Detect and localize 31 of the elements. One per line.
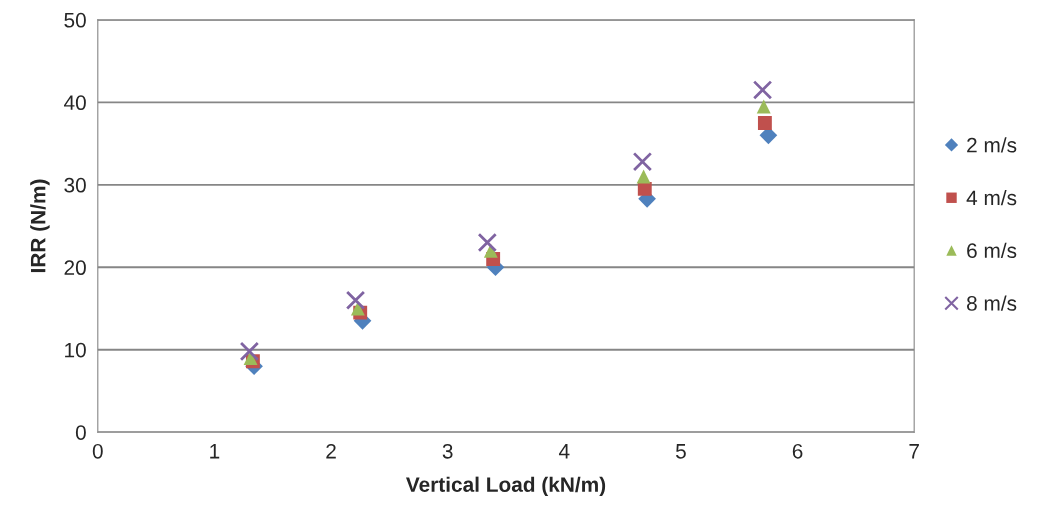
- x-tick-label: 0: [92, 443, 103, 459]
- point: [350, 301, 365, 316]
- y-tick-label: 40: [63, 95, 86, 111]
- point: [243, 351, 258, 365]
- point: [632, 151, 653, 172]
- point: [636, 169, 651, 184]
- x-tick-label: 7: [909, 444, 919, 459]
- y-tick-label: 0: [75, 425, 86, 440]
- x-tick-label: 5: [675, 444, 686, 459]
- y-tick-label: 30: [64, 177, 86, 193]
- x-tick-label: 2: [326, 443, 336, 459]
- x-tick-label: 4: [558, 444, 570, 459]
- point: [239, 341, 260, 362]
- point: [752, 80, 773, 100]
- legend-label: 4 m/s: [966, 189, 1017, 206]
- point: [756, 99, 771, 114]
- point: [477, 232, 498, 253]
- point: [345, 290, 366, 310]
- point: [637, 181, 652, 196]
- y-tick-label: 50: [64, 12, 86, 28]
- legend-label: 6 m/s: [967, 242, 1017, 258]
- point: [757, 115, 772, 130]
- y-axis-title: IRR (N/m): [30, 179, 50, 273]
- legend-label: 8 m/s: [967, 295, 1017, 311]
- x-axis-title: Vertical Load (kN/m): [405, 476, 606, 497]
- legend-label: 2 m/s: [967, 137, 1017, 153]
- x-tick-label: 3: [442, 443, 453, 459]
- y-tick-label: 20: [64, 260, 86, 276]
- x-tick-label: 6: [792, 443, 803, 459]
- x-tick-label: 1: [210, 444, 220, 459]
- y-tick-label: 10: [65, 342, 86, 358]
